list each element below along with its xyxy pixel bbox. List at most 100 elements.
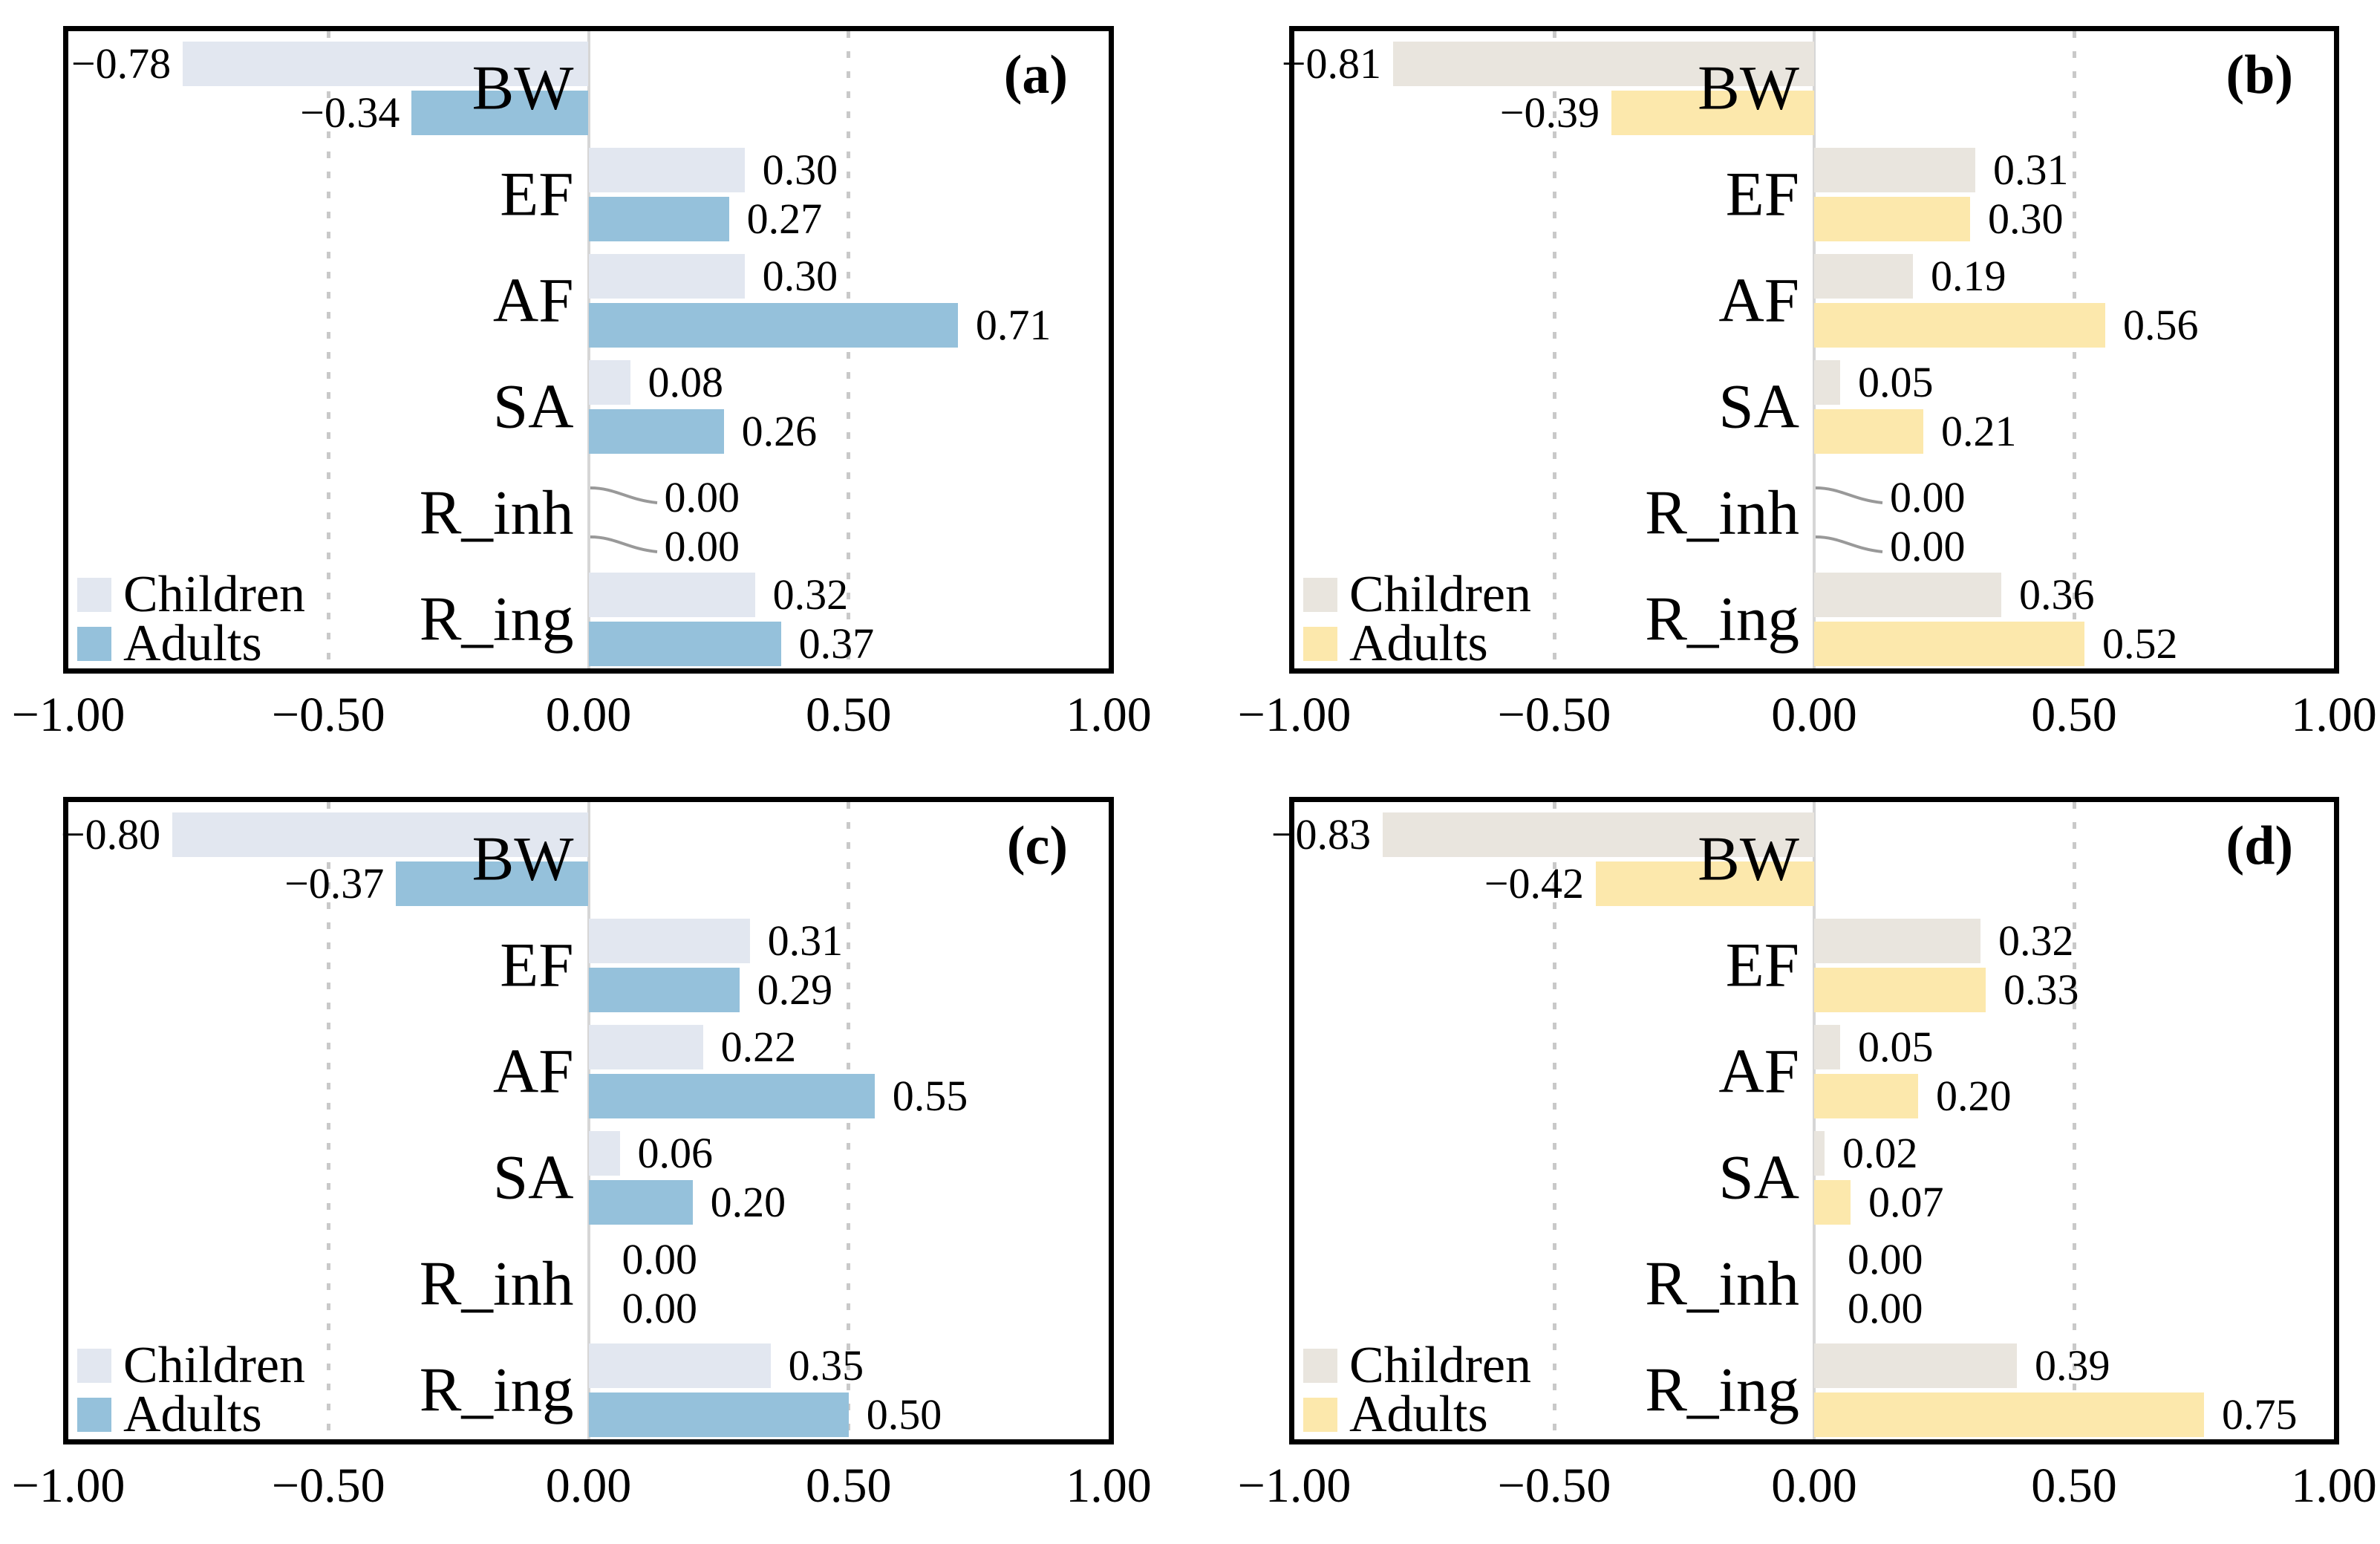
gridline-dotted — [847, 802, 851, 1439]
value-label-children-R_ing: 0.36 — [2019, 570, 2095, 619]
value-label-adults-AF: 0.20 — [1936, 1072, 2012, 1120]
value-label-adults-SA: 0.26 — [741, 407, 818, 455]
category-label-EF: EF — [1725, 159, 1799, 229]
bar-children-AF — [588, 1025, 703, 1069]
value-label-adults-EF: 0.29 — [757, 965, 833, 1014]
bar-adults-AF — [588, 1074, 875, 1118]
legend-swatch-adults — [77, 627, 111, 661]
value-label-adults-R_inh: 0.00 — [622, 1284, 698, 1332]
value-label-children-R_ing: 0.35 — [788, 1341, 864, 1390]
value-label-adults-AF: 0.55 — [892, 1072, 968, 1120]
bar-adults-R_ing — [1814, 622, 2084, 666]
bar-children-EF — [588, 148, 745, 192]
value-label-adults-SA: 0.20 — [710, 1178, 786, 1226]
bar-children-R_ing — [1814, 1343, 2017, 1388]
value-label-adults-BW: −0.37 — [284, 859, 385, 908]
bar-children-AF — [1814, 1025, 1840, 1069]
bar-adults-R_ing — [1814, 1392, 2204, 1437]
value-label-children-R_inh: 0.00 — [664, 473, 740, 521]
category-label-SA: SA — [1718, 1142, 1799, 1212]
zero-axis-line — [1813, 31, 1816, 668]
category-label-EF: EF — [500, 159, 574, 229]
value-label-children-BW: −0.81 — [1281, 39, 1381, 88]
bar-children-SA — [1814, 1131, 1825, 1176]
legend-label-children: Children — [1349, 566, 1531, 623]
legend-swatch-children — [1303, 1349, 1337, 1383]
value-label-children-AF: 0.30 — [762, 252, 838, 300]
x-tick-label-c-−0.50: −0.50 — [271, 1459, 385, 1513]
legend-swatch-children — [77, 1349, 111, 1383]
category-label-EF: EF — [1725, 930, 1799, 1000]
gridline-dotted — [1552, 31, 1556, 668]
bar-adults-BW — [1611, 91, 1814, 135]
x-tick-label-b-0.50: 0.50 — [2031, 688, 2117, 742]
value-label-children-BW: −0.78 — [71, 39, 172, 88]
legend-label-adults: Adults — [123, 1386, 262, 1443]
value-label-children-BW: −0.83 — [1271, 810, 1371, 859]
panel-c: −0.80 −0.37 BW 0.31 0.29 EF 0.22 0.55 AF 0.06 0.20… — [60, 797, 1114, 1444]
bar-adults-R_ing — [588, 622, 781, 666]
bar-children-BW — [183, 42, 589, 86]
legend-label-children: Children — [1349, 1337, 1531, 1394]
category-label-AF: AF — [492, 265, 574, 335]
bar-children-EF — [1814, 919, 1980, 963]
x-tick-label-c-0.00: 0.00 — [545, 1459, 632, 1513]
legend-swatch-adults — [1303, 627, 1337, 661]
legend-label-children: Children — [123, 566, 305, 623]
gridline-dotted — [847, 31, 851, 668]
category-label-R_ing: R_ing — [1645, 584, 1799, 654]
value-label-adults-R_inh: 0.00 — [1890, 522, 1966, 570]
value-label-adults-R_ing: 0.37 — [798, 619, 875, 668]
category-label-R_inh: R_inh — [1645, 478, 1799, 547]
x-tick-label-c-1.00: 1.00 — [1066, 1459, 1152, 1513]
x-tick-label-b-−1.00: −1.00 — [1237, 688, 1352, 742]
x-tick-label-b-−0.50: −0.50 — [1497, 688, 1611, 742]
zero-axis-line — [587, 802, 590, 1439]
value-label-children-R_inh: 0.00 — [1890, 473, 1966, 521]
value-label-adults-EF: 0.27 — [746, 195, 823, 243]
zero-axis-line — [1813, 802, 1816, 1439]
category-label-SA: SA — [492, 1142, 574, 1212]
category-label-AF: AF — [1718, 1036, 1799, 1106]
value-label-children-SA: 0.06 — [637, 1129, 714, 1177]
bar-children-R_ing — [1814, 573, 2001, 617]
bar-children-R_ing — [588, 573, 755, 617]
x-tick-label-a-1.00: 1.00 — [1066, 688, 1152, 742]
bar-children-SA — [1814, 360, 1840, 405]
value-label-children-BW: −0.80 — [60, 810, 161, 859]
bar-children-SA — [588, 360, 630, 405]
bar-children-SA — [588, 1131, 620, 1176]
value-label-children-EF: 0.32 — [1998, 916, 2074, 965]
bar-adults-EF — [1814, 197, 1970, 241]
value-label-adults-R_ing: 0.52 — [2102, 619, 2178, 668]
category-label-EF: EF — [500, 930, 574, 1000]
legend-label-children: Children — [123, 1337, 305, 1394]
bar-children-EF — [588, 919, 750, 963]
value-label-adults-BW: −0.42 — [1484, 859, 1584, 908]
category-label-BW: BW — [1698, 53, 1799, 123]
category-label-R_ing: R_ing — [419, 584, 574, 654]
bar-children-R_ing — [588, 1343, 771, 1388]
bar-children-BW — [1383, 812, 1814, 857]
category-label-SA: SA — [492, 371, 574, 441]
category-label-R_inh: R_inh — [419, 478, 574, 547]
x-tick-label-a-−0.50: −0.50 — [271, 688, 385, 742]
category-label-BW: BW — [472, 824, 574, 893]
value-label-children-R_inh: 0.00 — [622, 1235, 698, 1283]
bar-adults-AF — [1814, 303, 2105, 348]
value-label-adults-R_inh: 0.00 — [1848, 1284, 1923, 1332]
bar-adults-AF — [1814, 1074, 1918, 1118]
x-tick-label-d-0.00: 0.00 — [1771, 1459, 1857, 1513]
category-label-R_ing: R_ing — [419, 1355, 574, 1424]
bar-adults-EF — [588, 968, 740, 1012]
value-label-adults-EF: 0.30 — [1988, 195, 2064, 243]
zero-leader-line-children-R_inh — [1815, 486, 1883, 504]
value-label-adults-SA: 0.07 — [1868, 1178, 1944, 1226]
gridline-dotted — [2072, 802, 2076, 1439]
value-label-children-AF: 0.19 — [1931, 252, 2006, 300]
value-label-children-AF: 0.22 — [720, 1023, 797, 1071]
x-tick-label-b-0.00: 0.00 — [1771, 688, 1857, 742]
bar-children-AF — [1814, 254, 1913, 299]
legend-label-adults: Adults — [1349, 615, 1488, 672]
